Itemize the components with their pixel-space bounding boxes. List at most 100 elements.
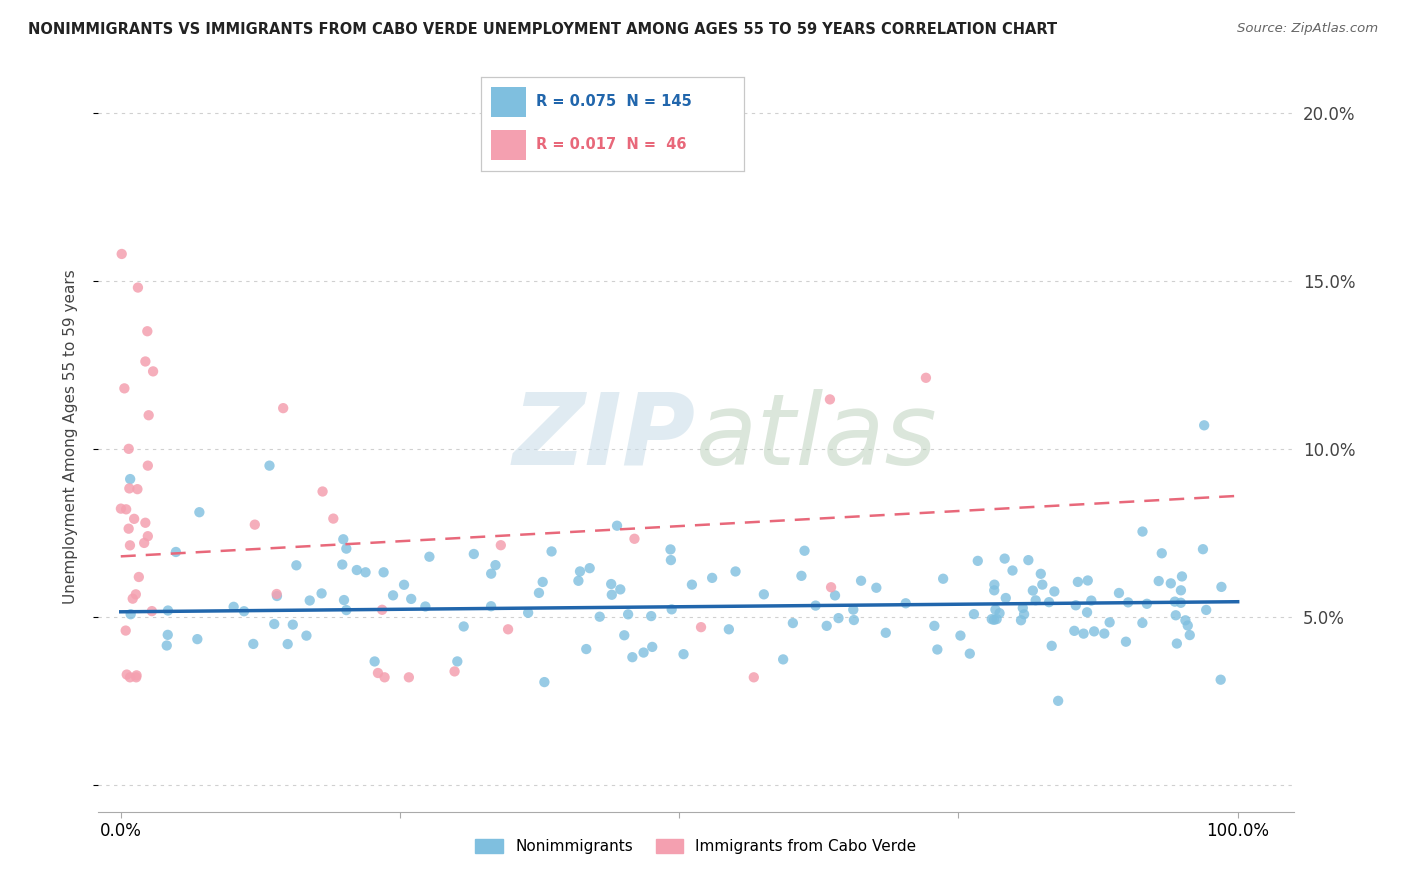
Point	[540, 544, 562, 558]
Point	[295, 629, 318, 643]
Point	[243, 517, 266, 532]
Point	[640, 609, 662, 624]
Point	[367, 665, 389, 680]
Point	[1064, 599, 1087, 613]
Point	[966, 554, 988, 568]
Point	[127, 280, 149, 294]
Point	[1211, 580, 1233, 594]
Point	[142, 364, 165, 378]
Point	[115, 502, 138, 516]
Point	[118, 522, 141, 536]
Point	[752, 587, 775, 601]
Point	[613, 628, 636, 642]
Point	[600, 588, 623, 602]
Point	[793, 543, 815, 558]
Point	[127, 482, 149, 496]
Point	[311, 586, 333, 600]
Point	[121, 591, 143, 606]
Point	[1012, 607, 1035, 622]
Point	[354, 566, 377, 580]
Text: atlas: atlas	[696, 389, 938, 485]
Point	[134, 516, 156, 530]
Point	[382, 588, 405, 602]
Point	[371, 603, 394, 617]
Point	[322, 511, 344, 525]
Point	[1073, 626, 1095, 640]
Point	[820, 580, 842, 594]
Point	[242, 637, 264, 651]
Point	[1132, 615, 1154, 630]
Point	[136, 458, 159, 473]
Point	[815, 619, 838, 633]
Point	[527, 586, 550, 600]
Point	[233, 604, 256, 618]
Point	[567, 574, 589, 588]
Point	[1031, 577, 1053, 591]
Point	[1147, 574, 1170, 588]
Point	[531, 574, 554, 589]
Point	[1132, 524, 1154, 539]
Point	[1017, 553, 1039, 567]
Point	[1040, 639, 1063, 653]
Point	[849, 574, 872, 588]
Point	[690, 620, 713, 634]
Point	[134, 536, 156, 550]
Point	[1150, 546, 1173, 560]
Point	[959, 647, 981, 661]
Point	[484, 558, 506, 573]
Point	[623, 532, 645, 546]
Point	[125, 587, 148, 601]
Point	[986, 612, 1008, 626]
Point	[120, 607, 142, 622]
Point	[641, 640, 664, 654]
Point	[128, 570, 150, 584]
Point	[138, 409, 160, 423]
Point	[443, 665, 465, 679]
Point	[118, 538, 141, 552]
Point	[1076, 605, 1098, 619]
Point	[1077, 574, 1099, 588]
Point	[600, 577, 623, 591]
Point	[842, 613, 865, 627]
Point	[1083, 624, 1105, 639]
Point	[259, 458, 281, 473]
Point	[418, 549, 440, 564]
Point	[724, 565, 747, 579]
Point	[222, 599, 245, 614]
Point	[983, 577, 1005, 591]
Point	[1170, 596, 1192, 610]
Point	[1011, 601, 1033, 615]
Point	[1160, 576, 1182, 591]
Point	[1001, 564, 1024, 578]
Point	[578, 561, 600, 575]
Point	[700, 571, 723, 585]
Point	[894, 596, 917, 610]
Point	[659, 542, 682, 557]
Point	[1166, 636, 1188, 650]
Point	[569, 565, 592, 579]
Point	[1047, 694, 1070, 708]
Point	[609, 582, 631, 597]
Point	[374, 670, 396, 684]
Point	[115, 667, 138, 681]
Point	[1177, 618, 1199, 632]
Y-axis label: Unemployment Among Ages 55 to 59 years: Unemployment Among Ages 55 to 59 years	[63, 269, 77, 605]
Point	[1098, 615, 1121, 630]
Point	[983, 613, 1005, 627]
Point	[772, 652, 794, 666]
Point	[1063, 624, 1085, 638]
Point	[782, 615, 804, 630]
Point	[111, 247, 134, 261]
Point	[1092, 626, 1115, 640]
Point	[141, 604, 163, 618]
Point	[1116, 595, 1139, 609]
Point	[1067, 574, 1090, 589]
Point	[446, 654, 468, 668]
Point	[717, 622, 740, 636]
Point	[263, 617, 285, 632]
Point	[1164, 594, 1187, 608]
Point	[621, 650, 644, 665]
Point	[633, 646, 655, 660]
Point	[1038, 595, 1060, 609]
Point	[479, 566, 502, 581]
